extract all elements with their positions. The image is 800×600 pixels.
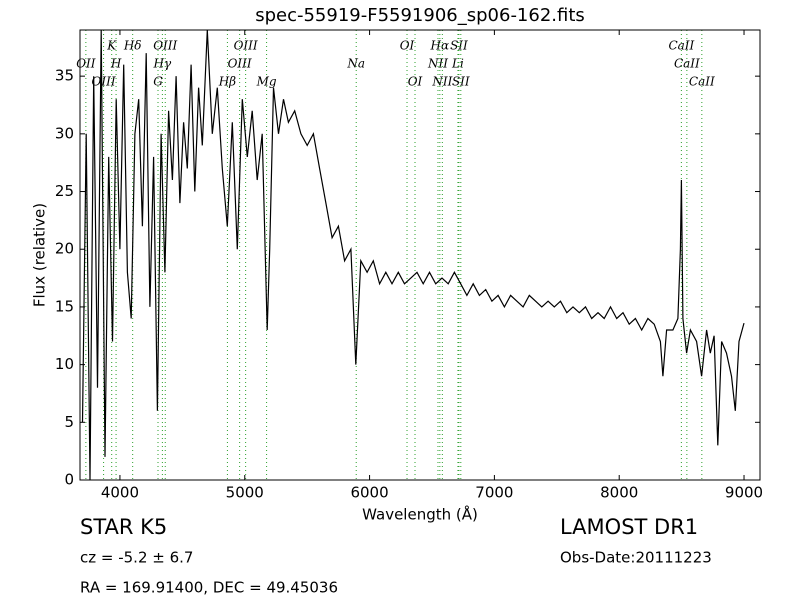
x-tick-label: 9000	[725, 484, 763, 502]
spectral-line-label: H	[110, 57, 122, 71]
spectrum-line	[81, 30, 745, 480]
annotation: Obs-Date:20111223	[560, 549, 712, 567]
annotation: cz = -5.2 ± 6.7	[80, 549, 193, 567]
spectral-line-label: OIII	[92, 75, 116, 89]
y-tick-label: 25	[55, 182, 74, 200]
plot-frame	[79, 29, 761, 481]
spectral-line-label: CaII	[689, 75, 715, 89]
spectral-line-label: CaII	[668, 39, 694, 53]
chart-title: spec-55919-F5591906_sp06-162.fits	[255, 5, 585, 26]
y-tick-label: 20	[55, 240, 74, 258]
x-axis-label: Wavelength (Å)	[362, 505, 478, 524]
x-tick-label: 7000	[475, 484, 513, 502]
spectral-line-label: OIII	[153, 39, 177, 53]
spectral-line-label: NII	[427, 57, 448, 71]
spectral-line-label: Li	[451, 57, 464, 71]
annotation: RA = 169.91400, DEC = 49.45036	[80, 579, 338, 597]
x-tick-label: 8000	[600, 484, 638, 502]
annotation: STAR K5	[80, 515, 167, 539]
spectral-line-label: SII	[452, 75, 470, 89]
x-tick-label: 4000	[101, 484, 139, 502]
spectral-line-label: Hα	[430, 39, 450, 53]
spectral-line-label: SII	[450, 39, 468, 53]
spectral-line-label: NII	[431, 75, 452, 89]
y-tick-label: 30	[55, 124, 74, 142]
y-tick-label: 35	[55, 67, 74, 85]
spectral-line-label: OI	[400, 39, 415, 53]
spectral-line-label: OIII	[228, 57, 252, 71]
spectral-line-label: Mg	[256, 75, 277, 89]
x-tick-label: 6000	[350, 484, 388, 502]
y-axis-label: Flux (relative)	[31, 203, 49, 307]
y-tick-label: 0	[64, 471, 74, 489]
y-tick-label: 10	[55, 355, 74, 373]
spectral-line-label: OI	[408, 75, 423, 89]
spectral-line-label: CaII	[674, 57, 700, 71]
spectral-line-label: Hδ	[123, 39, 142, 53]
y-tick-label: 5	[64, 413, 74, 431]
annotation: LAMOST DR1	[560, 515, 698, 539]
spectral-line-label: Hβ	[218, 75, 236, 89]
spectral-line-label: G	[153, 75, 163, 89]
spectral-line-label: Na	[346, 57, 365, 71]
x-tick-label: 5000	[226, 484, 264, 502]
spectral-line-label: K	[106, 39, 117, 53]
y-tick-label: 15	[55, 297, 74, 315]
spectral-line-label: Hγ	[153, 57, 172, 71]
spectral-line-label: OIII	[234, 39, 258, 53]
spectral-line-label: OII	[76, 57, 96, 71]
